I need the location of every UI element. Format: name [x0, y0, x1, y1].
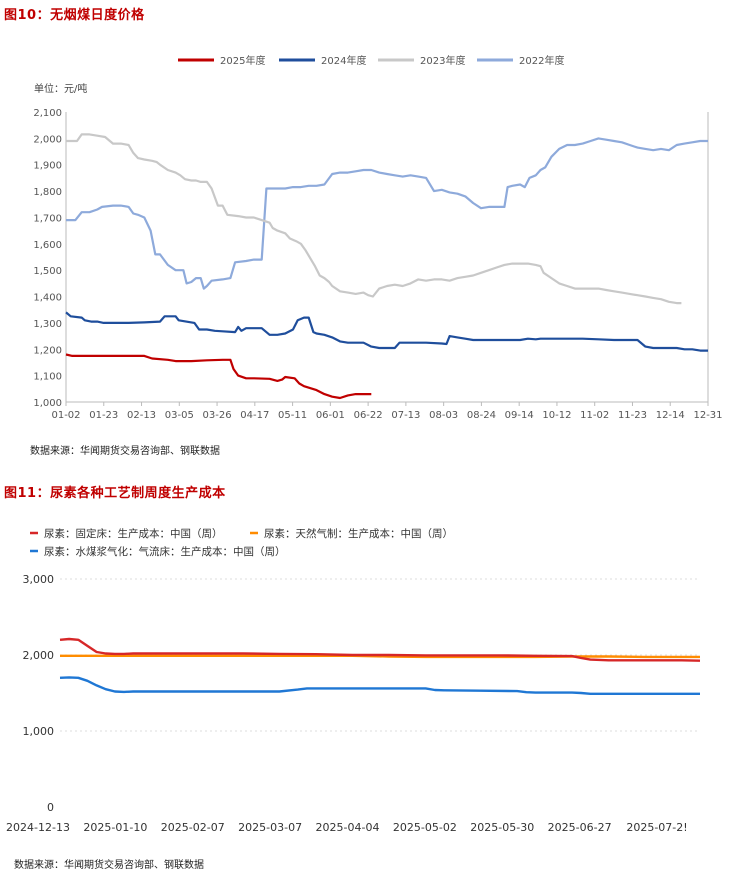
figure2-title: 图11：尿素各种工艺制周度生产成本: [4, 486, 226, 501]
y-tick-label: 1,600: [33, 240, 62, 251]
unit-label: 单位：元/吨: [34, 82, 87, 95]
x-tick-label: 08-03: [429, 410, 458, 421]
y-tick-label: 1,500: [33, 266, 62, 277]
legend-label: 2024年度: [321, 54, 366, 67]
x-tick-label: 2025-07-2!: [626, 821, 687, 834]
x-tick-label: 02-13: [127, 410, 156, 421]
figure1-title: 图10：无烟煤日度价格: [4, 8, 145, 23]
x-tick-label: 06-01: [316, 410, 345, 421]
y-tick-label: 1,200: [33, 345, 62, 356]
x-tick-label: 03-05: [165, 410, 194, 421]
y-tick-label: 1,700: [33, 213, 62, 224]
x-tick-label: 11-23: [618, 410, 647, 421]
x-tick-label: 2025-04-04: [316, 821, 380, 834]
legend-label: 尿素：水煤浆气化：气流床：生产成本：中国（周）: [44, 545, 286, 558]
series-line-2: [59, 676, 700, 696]
y-tick-label: 1,000: [33, 398, 62, 409]
legend-label: 2022年度: [519, 54, 564, 67]
y-tick-label: 1,400: [33, 293, 62, 304]
legend-label: 2023年度: [420, 54, 465, 67]
x-tick-label: 11-02: [580, 410, 609, 421]
series-line-2023年度: [66, 133, 682, 305]
y-tick-label: 3,000: [23, 573, 55, 586]
x-tick-label: 2025-06-27: [548, 821, 612, 834]
y-tick-label: 1,000: [23, 725, 55, 738]
y-tick-label: 2,100: [33, 108, 62, 119]
x-tick-label: 03-26: [203, 410, 232, 421]
figure2-source: 数据来源：华闻期货交易咨询部、钢联数据: [14, 860, 204, 871]
y-tick-label: 1,100: [33, 372, 62, 383]
y-tick-label: 0: [47, 801, 54, 814]
y-tick-label: 2,000: [23, 649, 55, 662]
x-tick-label: 09-14: [505, 410, 534, 421]
x-tick-label: 12-14: [656, 410, 685, 421]
urea-cost-chart: 尿素：固定床：生产成本：中国（周） 尿素：天然气制：生产成本：中国（周） 尿素：水煤…: [6, 527, 701, 834]
x-tick-label: 2025-05-30: [470, 821, 534, 834]
legend-label: 2025年度: [220, 54, 265, 67]
x-tick-label: 2025-02-07: [161, 821, 225, 834]
x-tick-label: 2025-01-10: [83, 821, 147, 834]
x-tick-label: 06-22: [354, 410, 383, 421]
x-tick-label: 2025-03-07: [238, 821, 302, 834]
y-tick-label: 2,000: [33, 134, 62, 145]
legend-label: 尿素：固定床：生产成本：中国（周）: [44, 527, 223, 540]
x-tick-label: 10-12: [542, 410, 571, 421]
x-tick-label: 01-23: [89, 410, 118, 421]
series-line-2025年度: [65, 353, 372, 400]
x-tick-label: 12-31: [693, 410, 722, 421]
y-tick-label: 1,300: [33, 319, 62, 330]
series-line-2022年度: [66, 137, 708, 290]
x-tick-label: 01-02: [51, 410, 80, 421]
x-tick-label: 07-13: [391, 410, 420, 421]
x-tick-label: 05-11: [278, 410, 307, 421]
x-tick-label: 08-24: [467, 410, 496, 421]
series-line-2024年度: [65, 311, 708, 352]
figure1-source: 数据来源：华闻期货交易咨询部、钢联数据: [30, 446, 220, 457]
series-line-0: [59, 637, 701, 662]
y-tick-label: 1,800: [33, 187, 62, 198]
x-tick-label: 04-17: [240, 410, 269, 421]
x-tick-label: 2024-12-13: [6, 821, 70, 834]
legend-label: 尿素：天然气制：生产成本：中国（周）: [264, 527, 453, 540]
series-line-1: [60, 654, 700, 659]
x-tick-label: 2025-05-02: [393, 821, 457, 834]
y-tick-label: 1,900: [33, 161, 62, 172]
